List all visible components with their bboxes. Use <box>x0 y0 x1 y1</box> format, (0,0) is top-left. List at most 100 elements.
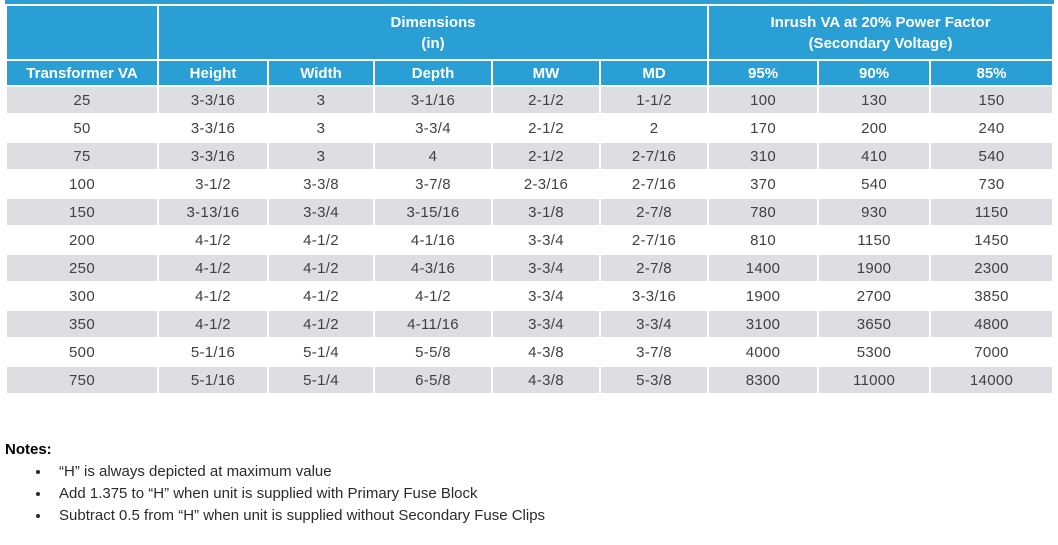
cell-750-1: 5-1/16 <box>159 367 267 393</box>
column-header-mw: MW <box>493 61 599 85</box>
cell-250-3: 4-3/16 <box>375 255 491 281</box>
cell-500-2: 5-1/4 <box>269 339 373 365</box>
cell-300-5: 3-3/16 <box>601 283 708 309</box>
cell-500-4: 4-3/8 <box>493 339 599 365</box>
cell-300-6: 1900 <box>709 283 818 309</box>
cell-50-5: 2 <box>601 115 708 141</box>
cell-300-0: 300 <box>7 283 157 309</box>
note-item: Subtract 0.5 from “H” when unit is suppl… <box>51 508 805 523</box>
cell-200-1: 4-1/2 <box>159 227 267 253</box>
corner-cell <box>7 6 157 59</box>
dimensions-group-line2: (in) <box>421 34 445 52</box>
cell-750-7: 11000 <box>819 367 930 393</box>
cell-150-7: 930 <box>819 199 930 225</box>
cell-350-0: 350 <box>7 311 157 337</box>
cell-500-5: 3-7/8 <box>601 339 708 365</box>
cell-75-2: 3 <box>269 143 373 169</box>
cell-100-2: 3-3/8 <box>269 171 373 197</box>
cell-75-0: 75 <box>7 143 157 169</box>
cell-25-5: 1-1/2 <box>601 87 708 113</box>
column-header-90-: 90% <box>819 61 930 85</box>
cell-500-8: 7000 <box>931 339 1052 365</box>
cell-25-1: 3-3/16 <box>159 87 267 113</box>
spec-table-container: Dimensions (in) Inrush VA at 20% Power F… <box>5 0 1054 395</box>
table-row-va-500: 500 5-1/16 5-1/4 5-5/8 4-3/8 3-7/8 4000 5300 700… <box>7 339 1052 365</box>
cell-150-6: 780 <box>709 199 818 225</box>
table-row-va-750: 750 5-1/16 5-1/4 6-5/8 4-3/8 5-3/8 8300 11000 14… <box>7 367 1052 393</box>
table-row-va-150: 150 3-13/16 3-3/4 3-15/16 3-1/8 2-7/8 780 930 11… <box>7 199 1052 225</box>
cell-50-6: 170 <box>709 115 818 141</box>
cell-75-8: 540 <box>931 143 1052 169</box>
table-row-va-250: 250 4-1/2 4-1/2 4-3/16 3-3/4 2-7/8 1400 1900 230… <box>7 255 1052 281</box>
cell-500-3: 5-5/8 <box>375 339 491 365</box>
cell-200-4: 3-3/4 <box>493 227 599 253</box>
cell-350-2: 4-1/2 <box>269 311 373 337</box>
cell-750-4: 4-3/8 <box>493 367 599 393</box>
column-header-md: MD <box>601 61 708 85</box>
cell-25-0: 25 <box>7 87 157 113</box>
inrush-group-line2: (Secondary Voltage) <box>808 34 953 52</box>
cell-150-3: 3-15/16 <box>375 199 491 225</box>
group-header-row: Dimensions (in) Inrush VA at 20% Power F… <box>7 6 1052 59</box>
cell-250-7: 1900 <box>819 255 930 281</box>
cell-150-0: 150 <box>7 199 157 225</box>
cell-25-7: 130 <box>819 87 930 113</box>
cell-300-4: 3-3/4 <box>493 283 599 309</box>
cell-50-3: 3-3/4 <box>375 115 491 141</box>
cell-350-6: 3100 <box>709 311 818 337</box>
cell-25-3: 3-1/16 <box>375 87 491 113</box>
cell-300-3: 4-1/2 <box>375 283 491 309</box>
cell-250-4: 3-3/4 <box>493 255 599 281</box>
cell-150-8: 1150 <box>931 199 1052 225</box>
cell-350-1: 4-1/2 <box>159 311 267 337</box>
cell-100-4: 2-3/16 <box>493 171 599 197</box>
cell-50-4: 2-1/2 <box>493 115 599 141</box>
table-row-va-75: 75 3-3/16 3 4 2-1/2 2-7/16 310 410 540 <box>7 143 1052 169</box>
note-item: Add 1.375 to “H” when unit is supplied w… <box>51 486 805 501</box>
cell-200-2: 4-1/2 <box>269 227 373 253</box>
cell-750-8: 14000 <box>931 367 1052 393</box>
cell-750-6: 8300 <box>709 367 818 393</box>
dimensions-group-line1: Dimensions <box>390 13 476 31</box>
cell-200-0: 200 <box>7 227 157 253</box>
cell-100-3: 3-7/8 <box>375 171 491 197</box>
table-top-border <box>5 0 1054 4</box>
cell-100-5: 2-7/16 <box>601 171 708 197</box>
cell-100-6: 370 <box>709 171 818 197</box>
cell-150-5: 2-7/8 <box>601 199 708 225</box>
inrush-group-header: Inrush VA at 20% Power Factor (Secondary… <box>709 6 1052 59</box>
notes-title: Notes: <box>5 441 52 458</box>
column-header-width: Width <box>269 61 373 85</box>
cell-50-8: 240 <box>931 115 1052 141</box>
cell-100-0: 100 <box>7 171 157 197</box>
cell-200-5: 2-7/16 <box>601 227 708 253</box>
table-row-va-350: 350 4-1/2 4-1/2 4-11/16 3-3/4 3-3/4 3100 3650 48… <box>7 311 1052 337</box>
cell-25-4: 2-1/2 <box>493 87 599 113</box>
cell-25-8: 150 <box>931 87 1052 113</box>
cell-250-2: 4-1/2 <box>269 255 373 281</box>
inrush-group-line1: Inrush VA at 20% Power Factor <box>770 13 991 31</box>
cell-150-1: 3-13/16 <box>159 199 267 225</box>
cell-500-7: 5300 <box>819 339 930 365</box>
cell-350-5: 3-3/4 <box>601 311 708 337</box>
cell-50-0: 50 <box>7 115 157 141</box>
cell-150-2: 3-3/4 <box>269 199 373 225</box>
cell-200-8: 1450 <box>931 227 1052 253</box>
cell-150-4: 3-1/8 <box>493 199 599 225</box>
table-row-va-200: 200 4-1/2 4-1/2 4-1/16 3-3/4 2-7/16 810 1150 145… <box>7 227 1052 253</box>
cell-100-7: 540 <box>819 171 930 197</box>
cell-50-1: 3-3/16 <box>159 115 267 141</box>
cell-750-5: 5-3/8 <box>601 367 708 393</box>
cell-500-1: 5-1/16 <box>159 339 267 365</box>
cell-100-8: 730 <box>931 171 1052 197</box>
cell-50-7: 200 <box>819 115 930 141</box>
column-header-row: Transformer VA Height Width Depth MW MD 95% 90%… <box>7 61 1052 85</box>
cell-75-3: 4 <box>375 143 491 169</box>
table-header: Dimensions (in) Inrush VA at 20% Power F… <box>7 6 1052 85</box>
column-header-95-: 95% <box>709 61 818 85</box>
column-header-height: Height <box>159 61 267 85</box>
table-row-va-50: 50 3-3/16 3 3-3/4 2-1/2 2 170 200 240 <box>7 115 1052 141</box>
cell-25-6: 100 <box>709 87 818 113</box>
cell-75-5: 2-7/16 <box>601 143 708 169</box>
cell-350-8: 4800 <box>931 311 1052 337</box>
